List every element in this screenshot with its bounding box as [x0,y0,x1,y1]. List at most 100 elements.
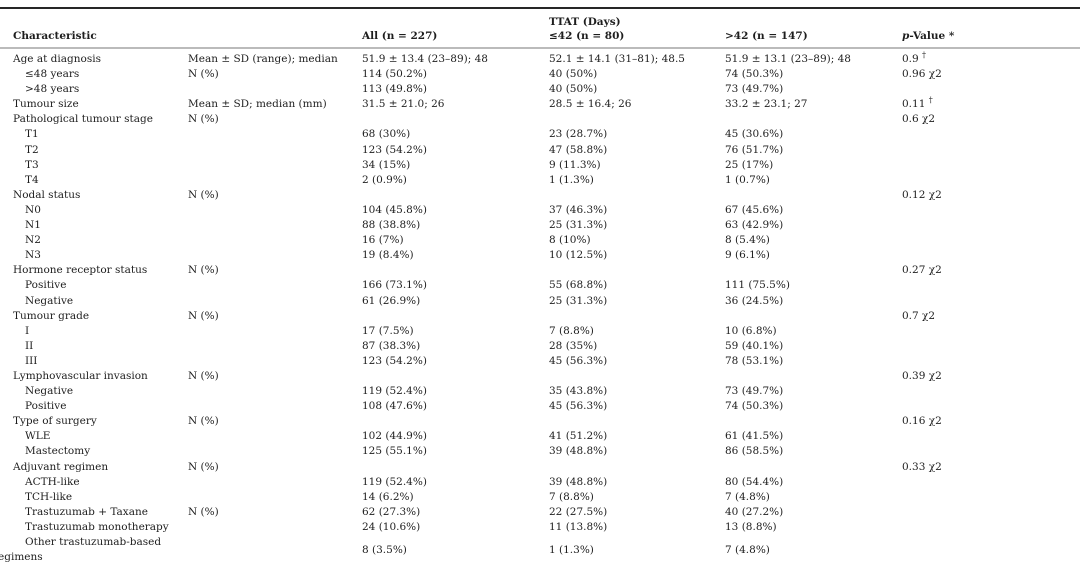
characteristic-cell: Trastuzumab + Taxane [0,505,188,520]
characteristic-label: N0 [25,203,41,216]
statistic-cell [188,248,362,263]
header-spacer [188,8,362,29]
all-value-cell: 108 (47.6%) [362,400,427,413]
table-row: Mastectomy 125 (55.1%) 39 (48.8%) 86 (58.5%… [0,444,1080,459]
column-header-pvalue: p-Value * [902,29,1080,49]
characteristic-label: Tumour grade [13,309,90,322]
gt42-value-cell: 59 (40.1%) [725,339,784,352]
table-row: Trastuzumab + Taxane N (%) 62 (27.3%) 22 (2… [0,505,1080,520]
characteristic-cell: Positive [0,399,188,414]
all-value-cell: 31.5 ± 21.0; 26 [362,98,445,111]
characteristic-cell: Positive [0,278,188,293]
gt42-value-cell: 86 (58.5%) [725,445,784,458]
le42-value-cell: 7 (8.8%) [549,324,594,337]
statistic-cell [188,475,362,490]
pvalue-cell: 0.27 χ2 [902,264,942,277]
characteristic-cell: Hormone receptor status [0,263,188,278]
table-row: TCH-like 14 (6.2%) 7 (8.8%) 7 (4.8%) [0,490,1080,505]
characteristic-label: Age at diagnosis [13,53,101,65]
le42-value-cell: 22 (27.5%) [549,505,608,518]
gt42-value-cell: 61 (41.5%) [725,430,784,443]
characteristic-label: WLE [25,430,51,443]
characteristic-cell: II [0,339,188,354]
statistic-cell [188,173,362,188]
table-row: I 17 (7.5%) 7 (8.8%) 10 (6.8%) [0,324,1080,339]
table-row: N1 88 (38.8%) 25 (31.3%) 63 (42.9%) [0,218,1080,233]
le42-value-cell: 8 (10%) [549,234,591,247]
characteristic-cell: Lymphovascular invasion [0,369,188,384]
table-row: Pathological tumour stage N (%) 0.6 χ2 [0,112,1080,127]
characteristic-label: Negative [25,385,74,398]
le42-value-cell: 52.1 ± 14.1 (31–81); 48.5 [549,53,685,65]
table-row: N0 104 (45.8%) 37 (46.3%) 67 (45.6%) [0,203,1080,218]
gt42-value-cell [725,263,902,278]
characteristic-cell: Tumour grade [0,309,188,324]
statistic-cell [188,535,362,565]
statistic-cell [188,82,362,97]
table-row: T1 68 (30%) 23 (28.7%) 45 (30.6%) [0,127,1080,142]
characteristic-label: Positive [25,279,67,292]
table-row: T4 2 (0.9%) 1 (1.3%) 1 (0.7%) [0,173,1080,188]
gt42-value-cell: 36 (24.5%) [725,294,784,307]
all-value-cell: 125 (55.1%) [362,445,427,458]
characteristic-cell: ≤48 years [0,67,188,82]
characteristic-label: N3 [25,249,41,262]
pvalue-cell [902,294,1080,309]
statistic-cell: N (%) [188,264,219,277]
all-value-cell: 104 (45.8%) [362,203,427,216]
characteristic-cell: Pathological tumour stage [0,112,188,127]
characteristic-cell: N2 [0,233,188,248]
pvalue-cell: 0.39 χ2 [902,369,942,382]
pvalue-cell [902,399,1080,414]
pvalue-cell: 0.96 χ2 [902,68,942,81]
all-value-cell: 24 (10.6%) [362,520,421,533]
gt42-value-cell: 13 (8.8%) [725,520,777,533]
statistic-cell [188,354,362,369]
pvalue-cell [902,444,1080,459]
statistic-cell [188,324,362,339]
all-value-cell: 2 (0.9%) [362,173,407,186]
table-row: T2 123 (54.2%) 47 (58.8%) 76 (51.7%) [0,143,1080,158]
dagger-symbol: † [928,95,933,105]
table-row: Tumour size Mean ± SD; median (mm) 31.5 ± … [0,95,1080,112]
gt42-value-cell: 63 (42.9%) [725,219,784,232]
all-value-cell: 62 (27.3%) [362,505,421,518]
gt42-value-cell: 51.9 ± 13.1 (23–89); 48 [725,53,851,65]
pvalue-cell [902,535,1080,565]
characteristic-cell: Type of surgery [0,414,188,429]
le42-value-cell [549,188,725,203]
pvalue-cell: 0.7 χ2 [902,309,936,322]
pvalue-cell [902,278,1080,293]
le42-value-cell: 39 (48.8%) [549,475,608,488]
characteristic-label: >48 years [25,83,80,96]
gt42-value-cell: 7 (4.8%) [725,490,770,503]
gt42-value-cell: 10 (6.8%) [725,324,777,337]
gt42-value-cell: 80 (54.4%) [725,475,784,488]
le42-value-cell: 11 (13.8%) [549,520,608,533]
header-group-row: TTAT (Days) [0,8,1080,29]
characteristic-label: T3 [25,158,39,171]
header-spacer [725,8,902,29]
statistic-cell [188,384,362,399]
characteristic-label: T2 [25,143,39,156]
table-row: Positive 166 (73.1%) 55 (68.8%) 111 (75.5%) [0,278,1080,293]
characteristic-cell: Negative [0,384,188,399]
header-spacer [0,8,188,29]
characteristic-label: Trastuzumab + Taxane [25,505,148,518]
le42-value-cell: 45 (56.3%) [549,400,608,413]
characteristic-cell: Age at diagnosis [0,48,188,67]
all-value-cell: 14 (6.2%) [362,490,414,503]
pvalue-cell [902,490,1080,505]
all-value-cell: 119 (52.4%) [362,475,427,488]
characteristic-label: Type of surgery [13,415,97,428]
table-row: Nodal status N (%) 0.12 χ2 [0,188,1080,203]
header-spacer [902,8,1080,29]
dagger-symbol: † [922,50,927,60]
characteristic-cell: N3 [0,248,188,263]
characteristic-cell: Negative [0,294,188,309]
pvalue-cell [902,339,1080,354]
statistic-cell [188,278,362,293]
statistic-cell: N (%) [188,460,219,473]
characteristic-label: Hormone receptor status [13,264,148,277]
all-value-cell: 119 (52.4%) [362,385,427,398]
